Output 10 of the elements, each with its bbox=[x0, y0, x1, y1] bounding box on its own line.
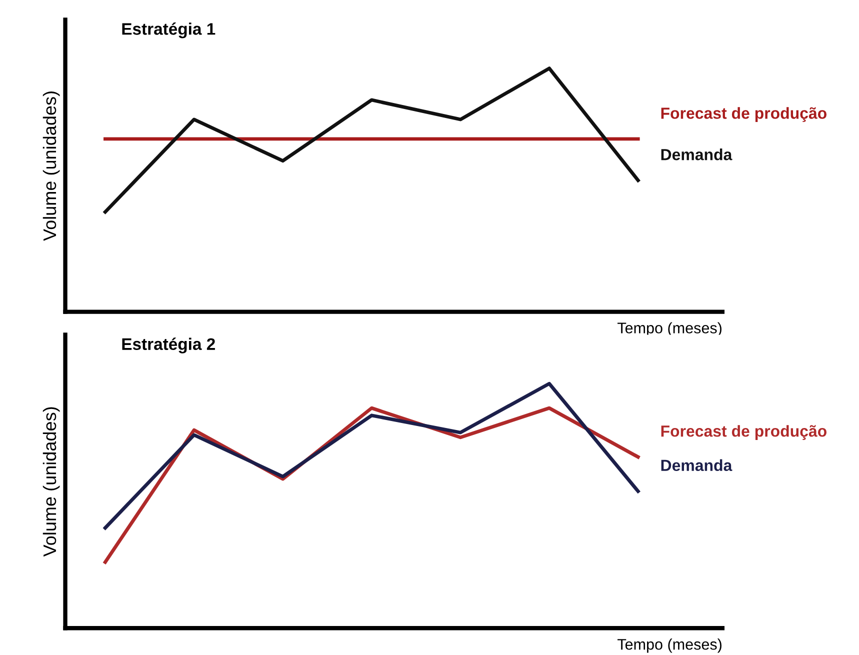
x-axis-title: Tempo (meses) bbox=[618, 638, 722, 653]
x-axis-title: Tempo (meses) bbox=[618, 322, 722, 336]
chart-title: Estratégia 1 bbox=[122, 22, 216, 38]
chart-title: Estratégia 2 bbox=[122, 338, 215, 354]
y-axis-title: Volume (unidades) bbox=[42, 407, 60, 557]
series-label: Demanda bbox=[661, 459, 732, 472]
y-axis-title: Volume (unidades) bbox=[42, 92, 60, 241]
series-label: Forecast de produção bbox=[661, 425, 826, 440]
series-label: Demanda bbox=[661, 148, 732, 160]
series-label: Forecast de produção bbox=[661, 107, 826, 122]
